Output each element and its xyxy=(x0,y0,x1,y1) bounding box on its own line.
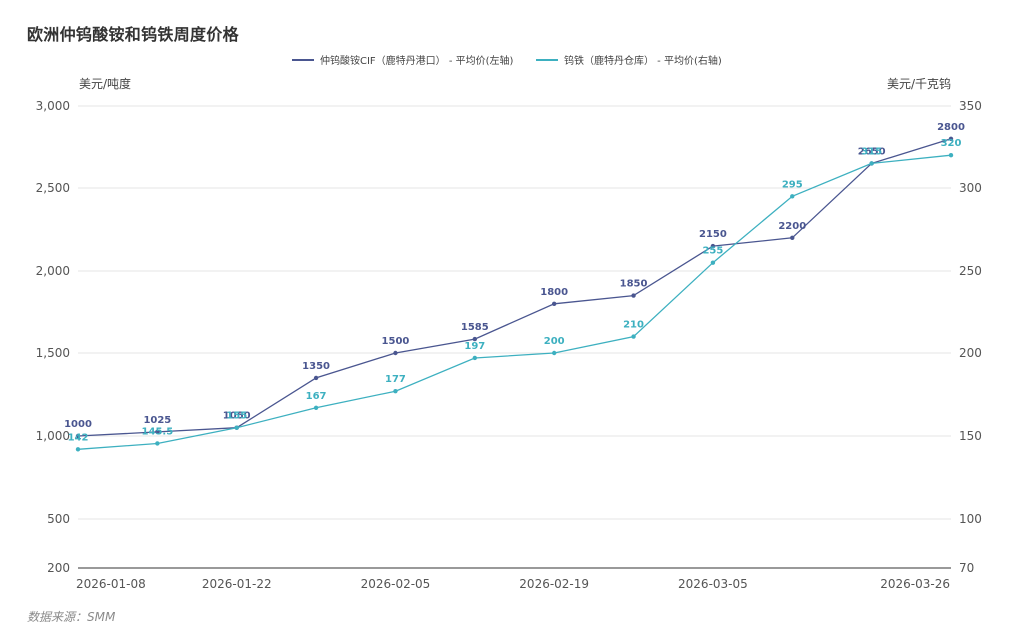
left-axis-tick: 200 xyxy=(47,561,70,575)
data-label: 1850 xyxy=(620,279,648,290)
data-label: 1050 xyxy=(223,411,251,422)
data-point xyxy=(631,293,636,298)
data-label: 142 xyxy=(68,432,89,443)
x-axis-tick: 2026-02-05 xyxy=(361,577,431,591)
data-label: 1025 xyxy=(143,415,171,426)
x-axis-tick: 2026-01-08 xyxy=(76,577,146,591)
data-point xyxy=(948,153,954,158)
data-label: 167 xyxy=(306,391,327,402)
data-point xyxy=(551,301,557,306)
x-axis-tick: 2026-03-05 xyxy=(678,577,748,591)
right-axis-tick: 300 xyxy=(959,181,982,195)
series-line-2 xyxy=(77,154,952,450)
data-label: 200 xyxy=(544,336,565,347)
right-axis-tick: 70 xyxy=(959,561,974,575)
x-axis-tick: 2026-03-26 xyxy=(880,577,950,591)
data-point xyxy=(75,447,81,452)
data-label: 1000 xyxy=(64,419,92,430)
left-axis-label: 美元/吨度 xyxy=(79,76,131,91)
data-point xyxy=(710,243,716,249)
data-source: 数据来源：SMM xyxy=(27,610,116,624)
data-label: 2200 xyxy=(778,221,806,232)
left-axis-tick: 2,500 xyxy=(36,181,70,195)
data-point xyxy=(393,388,398,394)
data-point xyxy=(948,136,954,141)
data-point xyxy=(869,161,874,166)
left-axis-tick: 500 xyxy=(47,512,70,526)
data-point xyxy=(155,441,160,446)
data-label: 255 xyxy=(702,246,723,257)
right-axis-tick: 150 xyxy=(959,429,982,443)
series xyxy=(75,136,954,452)
axes: 200 500 1,000 1,500 2,000 2,500 3,000 70 100 150 2… xyxy=(36,76,982,591)
left-axis-tick: 3,000 xyxy=(36,99,70,113)
x-axis-tick: 2026-02-19 xyxy=(519,577,589,591)
data-label: 295 xyxy=(782,179,803,190)
data-label: 145.5 xyxy=(142,426,174,437)
data-label: 1585 xyxy=(461,322,489,333)
right-axis-label: 美元/千克钨 xyxy=(887,76,951,91)
data-labels: 1000 1025 1050 1350 1500 1585 1800 1850 2150 2200… xyxy=(64,122,965,443)
x-axis-tick: 2026-01-22 xyxy=(202,577,272,591)
data-label: 2150 xyxy=(699,229,727,240)
right-axis-tick: 350 xyxy=(959,99,982,113)
legend-label: 钨铁（鹿特丹仓库） - 平均价(右轴) xyxy=(564,54,722,67)
chart-title: 欧洲仲钨酸铵和钨铁周度价格 xyxy=(27,25,239,44)
left-axis-tick: 2,000 xyxy=(36,264,70,278)
data-label: 2650 xyxy=(858,146,886,157)
right-axis-tick: 250 xyxy=(959,264,982,278)
data-point xyxy=(631,334,636,339)
legend: 仲钨酸铵CIF（鹿特丹港口） - 平均价(左轴) 钨铁（鹿特丹仓库） - 平均价(… xyxy=(292,54,722,67)
data-label: 155 xyxy=(226,411,247,422)
grid-lines xyxy=(78,105,951,520)
data-point xyxy=(472,336,478,342)
data-point xyxy=(790,194,795,199)
left-axis-tick: 1,000 xyxy=(36,429,70,443)
data-point xyxy=(393,350,398,356)
data-label: 177 xyxy=(385,374,406,385)
data-label: 1350 xyxy=(302,361,330,372)
data-point xyxy=(75,433,81,439)
data-label: 1800 xyxy=(540,287,568,298)
left-axis-tick: 1,500 xyxy=(36,346,70,360)
data-point xyxy=(234,425,239,430)
data-label: 197 xyxy=(464,341,485,352)
right-axis-tick: 100 xyxy=(959,512,982,526)
data-label: 1500 xyxy=(382,336,410,347)
series-line-1 xyxy=(77,138,952,437)
data-point xyxy=(790,235,795,240)
right-axis-tick: 200 xyxy=(959,346,982,360)
legend-label: 仲钨酸铵CIF（鹿特丹港口） - 平均价(左轴) xyxy=(320,54,514,67)
data-point xyxy=(472,355,478,361)
data-label: 320 xyxy=(941,138,962,149)
data-point xyxy=(155,429,160,435)
data-point xyxy=(551,350,557,356)
data-label: 2800 xyxy=(937,122,965,133)
data-label: 210 xyxy=(623,320,644,331)
data-label: 315 xyxy=(861,146,882,157)
data-point xyxy=(313,375,319,381)
data-point xyxy=(313,405,319,410)
data-point xyxy=(710,260,716,265)
